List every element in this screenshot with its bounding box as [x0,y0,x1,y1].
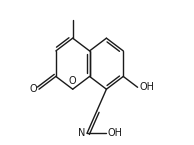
Text: N: N [78,128,86,138]
Text: O: O [29,84,37,94]
Text: OH: OH [139,81,154,91]
Text: O: O [69,76,76,86]
Text: OH: OH [108,128,123,138]
